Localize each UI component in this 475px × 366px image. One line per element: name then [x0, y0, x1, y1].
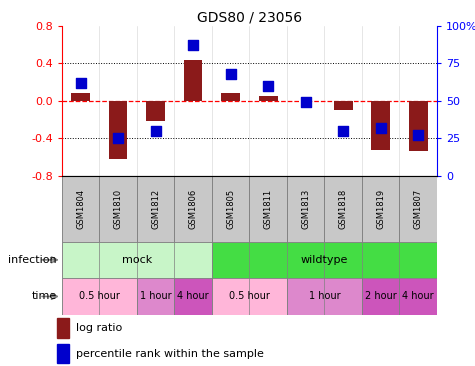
Bar	[212, 278, 287, 315]
Text: GSM1807: GSM1807	[414, 188, 423, 229]
Bar	[57, 318, 69, 338]
Point	[152, 128, 160, 134]
Bar	[57, 344, 69, 363]
Bar	[371, 101, 390, 150]
Point	[302, 99, 310, 105]
Bar	[259, 96, 277, 101]
Bar	[109, 101, 127, 159]
Text: GSM1819: GSM1819	[376, 188, 385, 229]
Text: GSM1804: GSM1804	[76, 188, 85, 229]
Text: GSM1810: GSM1810	[114, 188, 123, 229]
Bar	[62, 176, 99, 242]
Text: 4 hour: 4 hour	[402, 291, 434, 302]
Text: percentile rank within the sample: percentile rank within the sample	[76, 349, 264, 359]
Text: log ratio: log ratio	[76, 323, 122, 333]
Text: GSM1811: GSM1811	[264, 188, 273, 229]
Bar	[212, 176, 249, 242]
Bar	[137, 278, 174, 315]
Bar	[221, 93, 240, 101]
Text: 1 hour: 1 hour	[309, 291, 340, 302]
Bar	[399, 278, 437, 315]
Point	[189, 42, 197, 48]
Bar	[71, 93, 90, 101]
Point	[114, 135, 122, 141]
Text: GSM1813: GSM1813	[301, 188, 310, 229]
Bar	[99, 176, 137, 242]
Text: time: time	[32, 291, 57, 302]
Bar	[287, 176, 324, 242]
Bar	[62, 242, 212, 278]
Point	[227, 71, 235, 76]
Point	[377, 125, 384, 131]
Point	[77, 80, 85, 86]
Point	[414, 132, 422, 138]
Point	[264, 83, 272, 89]
Text: 0.5 hour: 0.5 hour	[79, 291, 120, 302]
Bar	[409, 101, 428, 151]
Title: GDS80 / 23056: GDS80 / 23056	[197, 11, 302, 25]
Bar	[137, 176, 174, 242]
Bar	[362, 176, 399, 242]
Bar	[62, 278, 137, 315]
Text: 4 hour: 4 hour	[177, 291, 209, 302]
Bar	[287, 278, 362, 315]
Bar	[249, 176, 287, 242]
Text: 0.5 hour: 0.5 hour	[229, 291, 270, 302]
Bar	[324, 176, 362, 242]
Text: 1 hour: 1 hour	[140, 291, 171, 302]
Bar	[184, 60, 202, 101]
Text: 2 hour: 2 hour	[365, 291, 397, 302]
Bar	[174, 176, 212, 242]
Bar	[334, 101, 352, 110]
Text: mock: mock	[122, 255, 152, 265]
Bar	[146, 101, 165, 121]
Text: GSM1818: GSM1818	[339, 188, 348, 229]
Bar	[212, 242, 437, 278]
Text: infection: infection	[9, 255, 57, 265]
Text: GSM1812: GSM1812	[151, 188, 160, 229]
Point	[339, 128, 347, 134]
Bar	[362, 278, 399, 315]
Text: wildtype: wildtype	[301, 255, 348, 265]
Bar	[399, 176, 437, 242]
Bar	[174, 278, 212, 315]
Text: GSM1805: GSM1805	[226, 188, 235, 229]
Text: GSM1806: GSM1806	[189, 188, 198, 229]
